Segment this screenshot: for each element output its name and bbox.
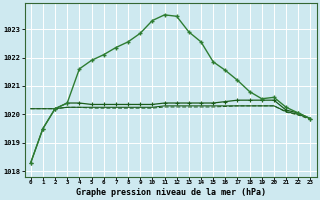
X-axis label: Graphe pression niveau de la mer (hPa): Graphe pression niveau de la mer (hPa) <box>76 188 266 197</box>
